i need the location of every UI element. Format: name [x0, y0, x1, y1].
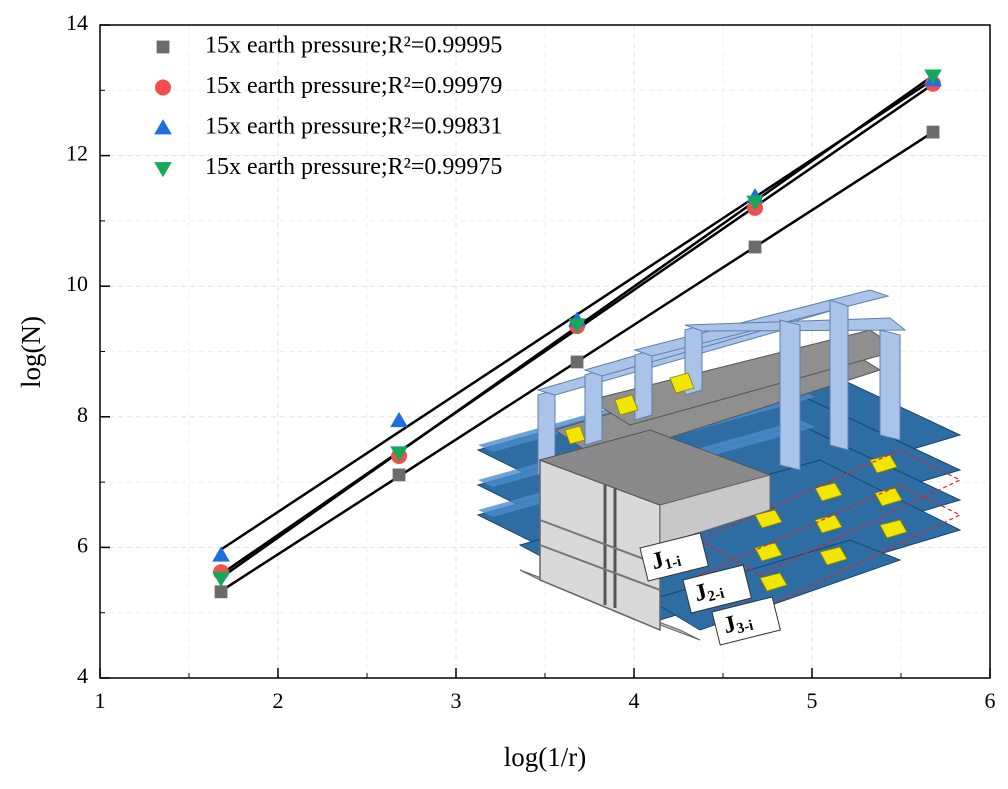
x-tick-label: 1 — [95, 688, 106, 713]
point — [212, 546, 230, 562]
point — [748, 240, 762, 254]
x-tick-label: 3 — [451, 688, 462, 713]
x-tick-label: 2 — [273, 688, 284, 713]
legend-label: 15x earth pressure;R²=0.99995 — [205, 33, 502, 59]
inset-label: J1-i — [639, 532, 709, 582]
point — [924, 69, 942, 85]
inset-label: J3-i — [711, 596, 781, 646]
y-tick-label: 14 — [66, 10, 88, 35]
legend-marker — [154, 162, 172, 178]
point — [570, 355, 584, 369]
inset-label-box — [711, 596, 781, 646]
inset-labels: J1-iJ2-iJ3-i — [639, 532, 781, 646]
y-tick-label: 10 — [66, 271, 88, 296]
inset-label-box — [682, 564, 752, 614]
inset-label-sub: 3-i — [735, 618, 755, 638]
legend-marker — [156, 40, 170, 54]
legend-marker — [154, 119, 172, 135]
y-tick-label: 12 — [66, 141, 88, 166]
inset-label-box — [639, 532, 709, 582]
y-tick-label: 8 — [77, 402, 88, 427]
point — [746, 195, 764, 211]
inset-label-sub: 2-i — [706, 586, 726, 606]
point — [214, 585, 228, 599]
inset-illustration: J1-iJ2-iJ3-i — [476, 289, 962, 646]
legend: 15x earth pressure;R²=0.99995 15x earth p… — [154, 33, 502, 180]
inset-label: J2-i — [682, 564, 752, 614]
point — [390, 446, 408, 462]
legend-label: 15x earth pressure;R²=0.99979 — [205, 73, 502, 99]
point — [212, 571, 230, 587]
legend-label: 15x earth pressure;R²=0.99975 — [205, 154, 502, 180]
legend-marker — [155, 79, 171, 96]
point — [926, 125, 940, 139]
point — [392, 468, 406, 482]
data-points — [212, 69, 942, 599]
point — [390, 411, 408, 428]
inset-label-sub: 1-i — [663, 554, 683, 574]
y-tick-label: 6 — [77, 532, 88, 557]
x-tick-label: 6 — [985, 688, 996, 713]
point — [568, 318, 586, 334]
x-tick-label: 4 — [629, 688, 640, 713]
x-tick-label: 5 — [807, 688, 818, 713]
legend-label: 15x earth pressure;R²=0.99831 — [205, 114, 502, 140]
y-tick-label: 4 — [77, 663, 88, 688]
y-axis-title: log(N) — [16, 316, 46, 388]
x-axis-title: log(1/r) — [504, 742, 586, 772]
